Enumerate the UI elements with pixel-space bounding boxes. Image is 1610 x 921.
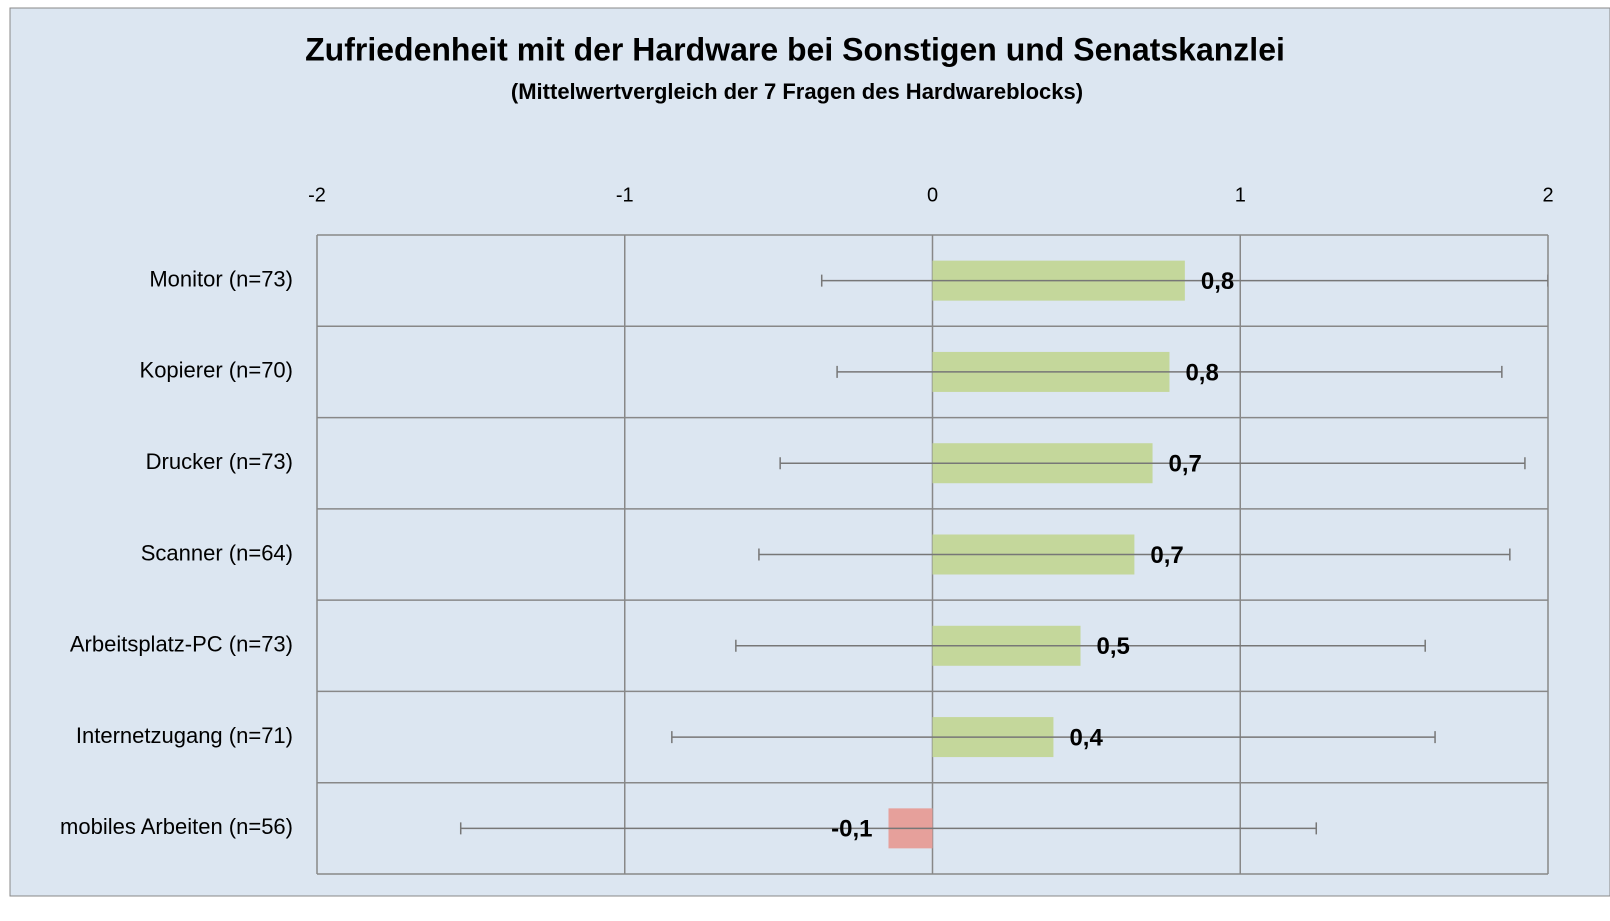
- y-tick-label: Kopierer (n=70): [140, 358, 293, 383]
- chart-title: Zufriedenheit mit der Hardware bei Sonst…: [305, 31, 1285, 67]
- chart-area: [9, 7, 1610, 897]
- y-tick-label: Drucker (n=73): [146, 449, 293, 474]
- y-tick-label: Internetzugang (n=71): [76, 723, 293, 748]
- y-tick-label: Monitor (n=73): [149, 266, 293, 291]
- error-bar: [671, 731, 1436, 744]
- error-bar: [820, 274, 1548, 287]
- value-label: -0,1: [831, 816, 872, 843]
- value-label: 0,7: [1150, 542, 1183, 569]
- x-tick-label: 1: [1235, 184, 1246, 206]
- value-label: 0,8: [1201, 268, 1234, 295]
- error-bar: [735, 639, 1426, 652]
- chart-subtitle: (Mittelwertvergleich der 7 Fragen des Ha…: [511, 79, 1083, 104]
- error-bar: [779, 457, 1526, 470]
- x-tick-label: 0: [927, 184, 938, 206]
- value-label: 0,5: [1097, 633, 1130, 660]
- error-bar: [836, 365, 1503, 378]
- error-bar: [459, 822, 1318, 835]
- y-tick-label: mobiles Arbeiten (n=56): [60, 814, 293, 839]
- error-bar: [758, 548, 1511, 561]
- plot: [459, 260, 1548, 849]
- y-tick-label: Arbeitsplatz-PC (n=73): [70, 632, 293, 657]
- value-label: 0,7: [1169, 451, 1202, 478]
- x-tick-label: 2: [1542, 184, 1553, 206]
- y-tick-label: Scanner (n=64): [141, 540, 293, 565]
- x-tick-label: -2: [308, 184, 326, 206]
- value-label: 0,4: [1069, 724, 1103, 751]
- value-label: 0,8: [1185, 359, 1218, 386]
- x-tick-label: -1: [616, 184, 634, 206]
